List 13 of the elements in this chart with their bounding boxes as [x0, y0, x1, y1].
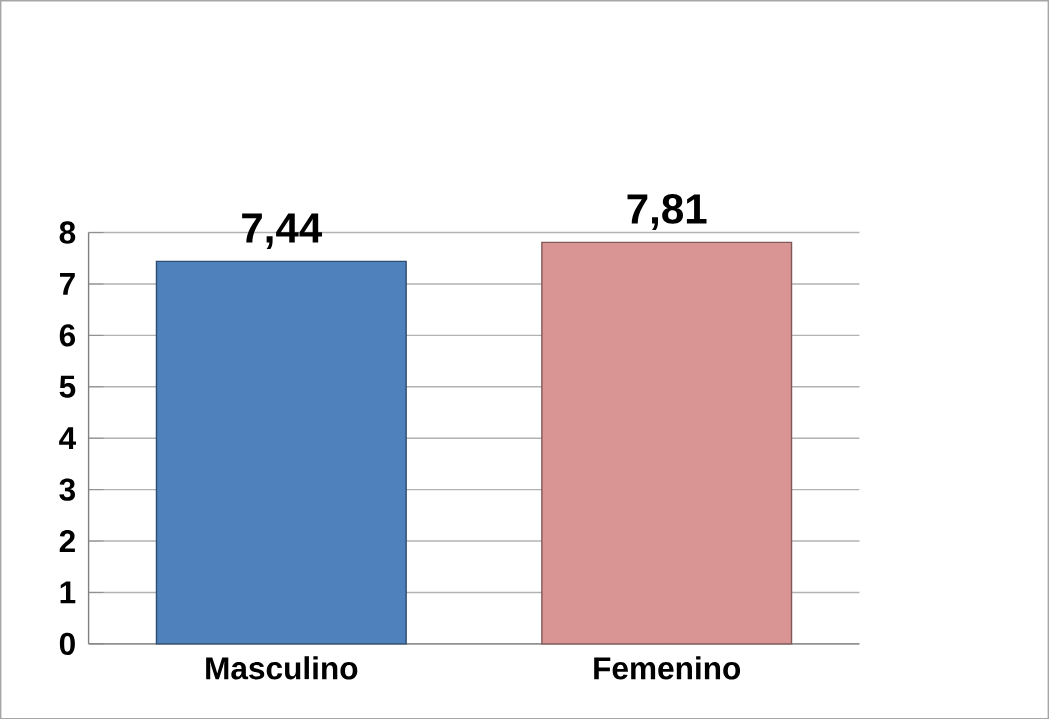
- y-tick-label: 2: [59, 529, 75, 552]
- y-tick-label: 6: [59, 323, 76, 347]
- y-tick-label: 0: [59, 632, 75, 655]
- y-tick-label: 5: [59, 375, 76, 398]
- y-tick-label: 3: [59, 478, 76, 501]
- y-tick-label: 4: [59, 427, 77, 449]
- data-label: 7,81: [627, 193, 707, 230]
- y-tick-label: 8: [59, 221, 76, 244]
- data-label: 7,44: [242, 213, 323, 249]
- y-tick-label: 1: [60, 581, 76, 604]
- x-tick-label: Femenino: [594, 656, 741, 680]
- x-tick-label: Masculino: [206, 656, 358, 680]
- y-tick-label: 7: [60, 272, 75, 295]
